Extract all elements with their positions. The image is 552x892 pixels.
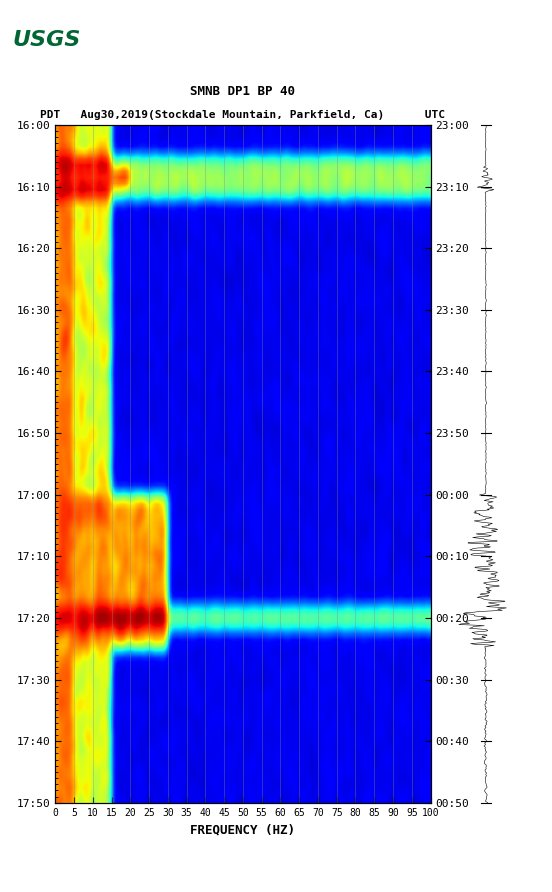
Text: USGS: USGS bbox=[13, 30, 81, 50]
Text: PDT   Aug30,2019(Stockdale Mountain, Parkfield, Ca)      UTC: PDT Aug30,2019(Stockdale Mountain, Parkf… bbox=[40, 111, 445, 120]
X-axis label: FREQUENCY (HZ): FREQUENCY (HZ) bbox=[190, 823, 295, 836]
Text: SMNB DP1 BP 40: SMNB DP1 BP 40 bbox=[190, 85, 295, 98]
